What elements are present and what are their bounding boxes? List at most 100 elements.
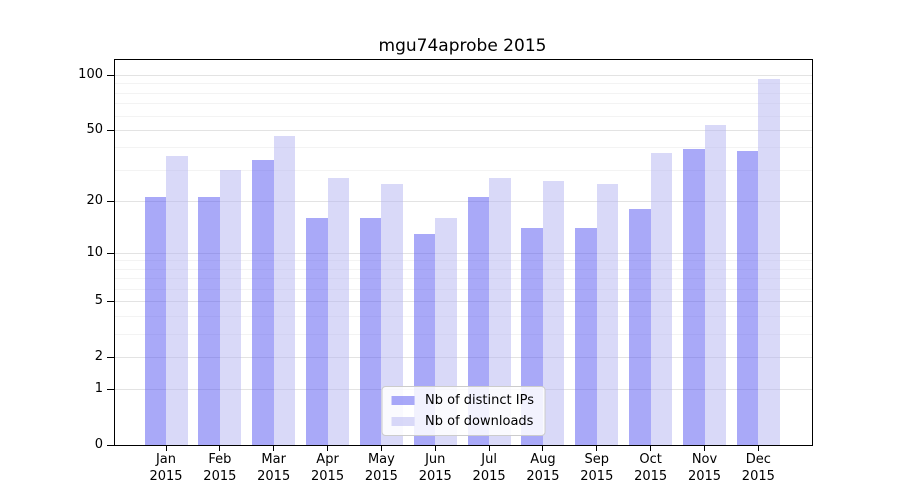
y-tick-100 — [107, 75, 114, 77]
x-tick-aug — [542, 446, 544, 451]
month-name: Jan — [155, 452, 177, 467]
bar-sep-downloads — [596, 183, 619, 445]
bar-jul-distinct-ips — [467, 197, 490, 445]
x-tick-label-may: May 2015 — [351, 451, 411, 485]
month-year: 2015 — [364, 469, 398, 484]
bar-mar-downloads — [273, 136, 296, 445]
minor-gridline-3 — [115, 333, 812, 335]
x-tick-apr — [327, 446, 329, 451]
y-tick-label-10: 10 — [86, 244, 103, 260]
month-name: Dec — [745, 452, 771, 467]
major-gridline-5 — [115, 301, 812, 303]
month-year: 2015 — [634, 469, 668, 484]
x-tick-label-sep: Sep 2015 — [567, 451, 627, 485]
y-tick-2 — [107, 356, 114, 358]
x-tick-oct — [650, 446, 652, 451]
y-tick-0 — [107, 445, 114, 446]
x-tick-jul — [488, 446, 490, 451]
y-tick-label-50: 50 — [86, 121, 103, 137]
month-year: 2015 — [418, 469, 452, 484]
minor-gridline-8 — [115, 268, 812, 270]
x-tick-label-oct: Oct 2015 — [621, 451, 681, 485]
x-tick-label-jul: Jul 2015 — [459, 451, 519, 485]
bar-dec-distinct-ips — [736, 151, 759, 445]
month-name: Jun — [425, 452, 446, 467]
x-tick-sep — [596, 446, 598, 451]
plot-area: 0 1 2 5 10 20 50 100 Jan 2015 Feb 2015 Mar 2015 Apr 201… — [78, 59, 813, 484]
month-year: 2015 — [526, 469, 560, 484]
month-year: 2015 — [203, 469, 237, 484]
minor-gridline-60 — [115, 115, 812, 117]
minor-gridline-4 — [115, 316, 812, 318]
month-name: Nov — [691, 452, 718, 467]
bar-oct-distinct-ips — [629, 209, 651, 445]
x-tick-jun — [434, 446, 436, 451]
y-tick-10 — [107, 252, 114, 254]
month-name: May — [367, 452, 395, 467]
bar-may-distinct-ips — [359, 217, 382, 445]
bar-jul-downloads — [489, 177, 511, 445]
x-tick-may — [380, 446, 382, 451]
bar-feb-downloads — [219, 169, 242, 445]
minor-gridline-9 — [115, 260, 812, 262]
legend-swatch-downloads — [391, 417, 415, 426]
bar-oct-downloads — [650, 153, 673, 445]
x-tick-label-nov: Nov 2015 — [675, 451, 735, 485]
x-tick-label-dec: Dec 2015 — [728, 451, 788, 485]
x-tick-nov — [704, 446, 705, 451]
y-tick-label-100: 100 — [78, 67, 103, 83]
month-year: 2015 — [580, 469, 614, 484]
x-tick-label-aug: Aug 2015 — [513, 451, 573, 485]
minor-gridline-40 — [115, 147, 812, 149]
x-tick-jan — [165, 446, 167, 451]
bar-may-downloads — [381, 183, 403, 445]
x-tick-label-mar: Mar 2015 — [244, 451, 304, 485]
bar-mar-distinct-ips — [252, 160, 274, 445]
bar-apr-downloads — [327, 177, 350, 445]
bar-dec-downloads — [758, 79, 780, 445]
month-year: 2015 — [472, 469, 506, 484]
legend-label-distinct-ips: Nb of distinct IPs — [425, 393, 534, 408]
x-tick-label-feb: Feb 2015 — [190, 451, 250, 485]
bar-jan-distinct-ips — [144, 197, 166, 445]
legend-label-downloads: Nb of downloads — [425, 414, 534, 429]
month-name: Oct — [639, 452, 662, 467]
month-year: 2015 — [149, 469, 183, 484]
x-tick-label-apr: Apr 2015 — [298, 451, 358, 485]
major-gridline-10 — [115, 252, 812, 254]
minor-gridline-70 — [115, 103, 812, 105]
y-tick-1 — [107, 389, 114, 391]
month-name: Feb — [208, 452, 232, 467]
month-year: 2015 — [687, 469, 722, 484]
y-tick-50 — [107, 129, 114, 131]
x-tick-feb — [219, 446, 221, 451]
y-tick-label-2: 2 — [94, 348, 103, 364]
month-name: Jul — [481, 452, 497, 467]
minor-gridline-90 — [115, 83, 812, 85]
minor-gridline-7 — [115, 278, 812, 280]
minor-gridline-30 — [115, 169, 812, 171]
month-name: Aug — [530, 452, 556, 467]
bar-aug-downloads — [542, 180, 565, 445]
chart-title: mgu74aprobe 2015 — [378, 36, 547, 56]
major-gridline-20 — [115, 201, 812, 202]
major-gridline-100 — [115, 75, 812, 77]
month-name: Mar — [261, 452, 286, 467]
legend-item-distinct-ips: Nb of distinct IPs — [391, 393, 534, 408]
month-year: 2015 — [257, 469, 291, 484]
x-tick-mar — [273, 446, 275, 451]
x-tick-label-jan: Jan 2015 — [136, 451, 196, 485]
y-tick-20 — [107, 201, 114, 202]
month-name: Apr — [316, 452, 339, 467]
bar-nov-downloads — [704, 125, 726, 445]
bar-jan-downloads — [166, 155, 188, 445]
legend-item-downloads: Nb of downloads — [391, 414, 534, 429]
month-year: 2015 — [311, 469, 345, 484]
major-gridline-2 — [115, 356, 812, 358]
x-tick-dec — [757, 446, 759, 451]
minor-gridline-80 — [115, 92, 812, 94]
bar-feb-distinct-ips — [198, 197, 220, 445]
bar-apr-distinct-ips — [306, 217, 328, 445]
legend-swatch-distinct-ips — [391, 396, 415, 405]
bar-sep-distinct-ips — [575, 227, 597, 445]
